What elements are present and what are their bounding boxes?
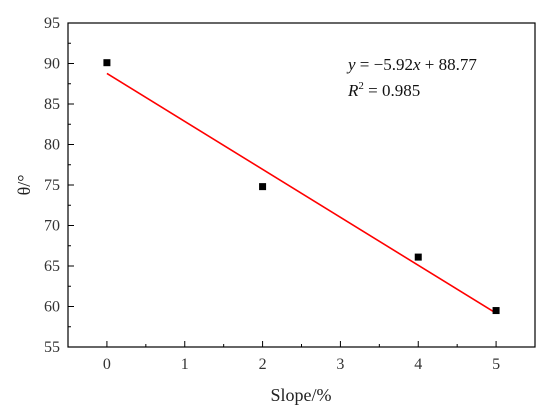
x-tick-label: 2 (259, 356, 267, 373)
y-tick-label: 70 (44, 218, 60, 235)
r2-label: R (347, 81, 359, 100)
x-axis-title: Slope/% (271, 385, 332, 405)
data-points (103, 59, 500, 315)
equation-mid: = −5.92 (356, 55, 413, 74)
x-tick-label: 0 (103, 356, 111, 373)
equation-tail: + 88.77 (421, 55, 478, 74)
y-axis-title: θ/° (14, 175, 34, 196)
fit-line (106, 72, 497, 314)
fit-equation: y = −5.92x + 88.77 (346, 55, 477, 74)
y-tick-label: 95 (44, 15, 60, 32)
x-tick-label: 3 (336, 356, 344, 373)
y-tick-label: 80 (44, 137, 60, 154)
x-tick-label: 4 (414, 356, 422, 373)
r2-sup: 2 (358, 80, 364, 92)
y-tick-label: 65 (44, 258, 60, 275)
x-tick-label: 5 (492, 356, 500, 373)
r2-value: = 0.985 (364, 81, 420, 100)
data-point (259, 183, 267, 191)
r-squared: R2 = 0.985 (347, 80, 420, 100)
data-point (414, 253, 422, 261)
x-tick-label: 1 (181, 356, 189, 373)
y-tick-label: 55 (44, 339, 60, 356)
y-tick-label: 75 (44, 177, 60, 194)
fit-line-group (106, 72, 497, 314)
data-point (103, 59, 111, 67)
y-tick-label: 90 (44, 56, 60, 73)
data-point (492, 307, 500, 315)
equation-y: y (346, 55, 356, 74)
equation-x: x (412, 55, 421, 74)
y-tick-label: 60 (44, 299, 60, 316)
y-tick-label: 85 (44, 96, 60, 113)
